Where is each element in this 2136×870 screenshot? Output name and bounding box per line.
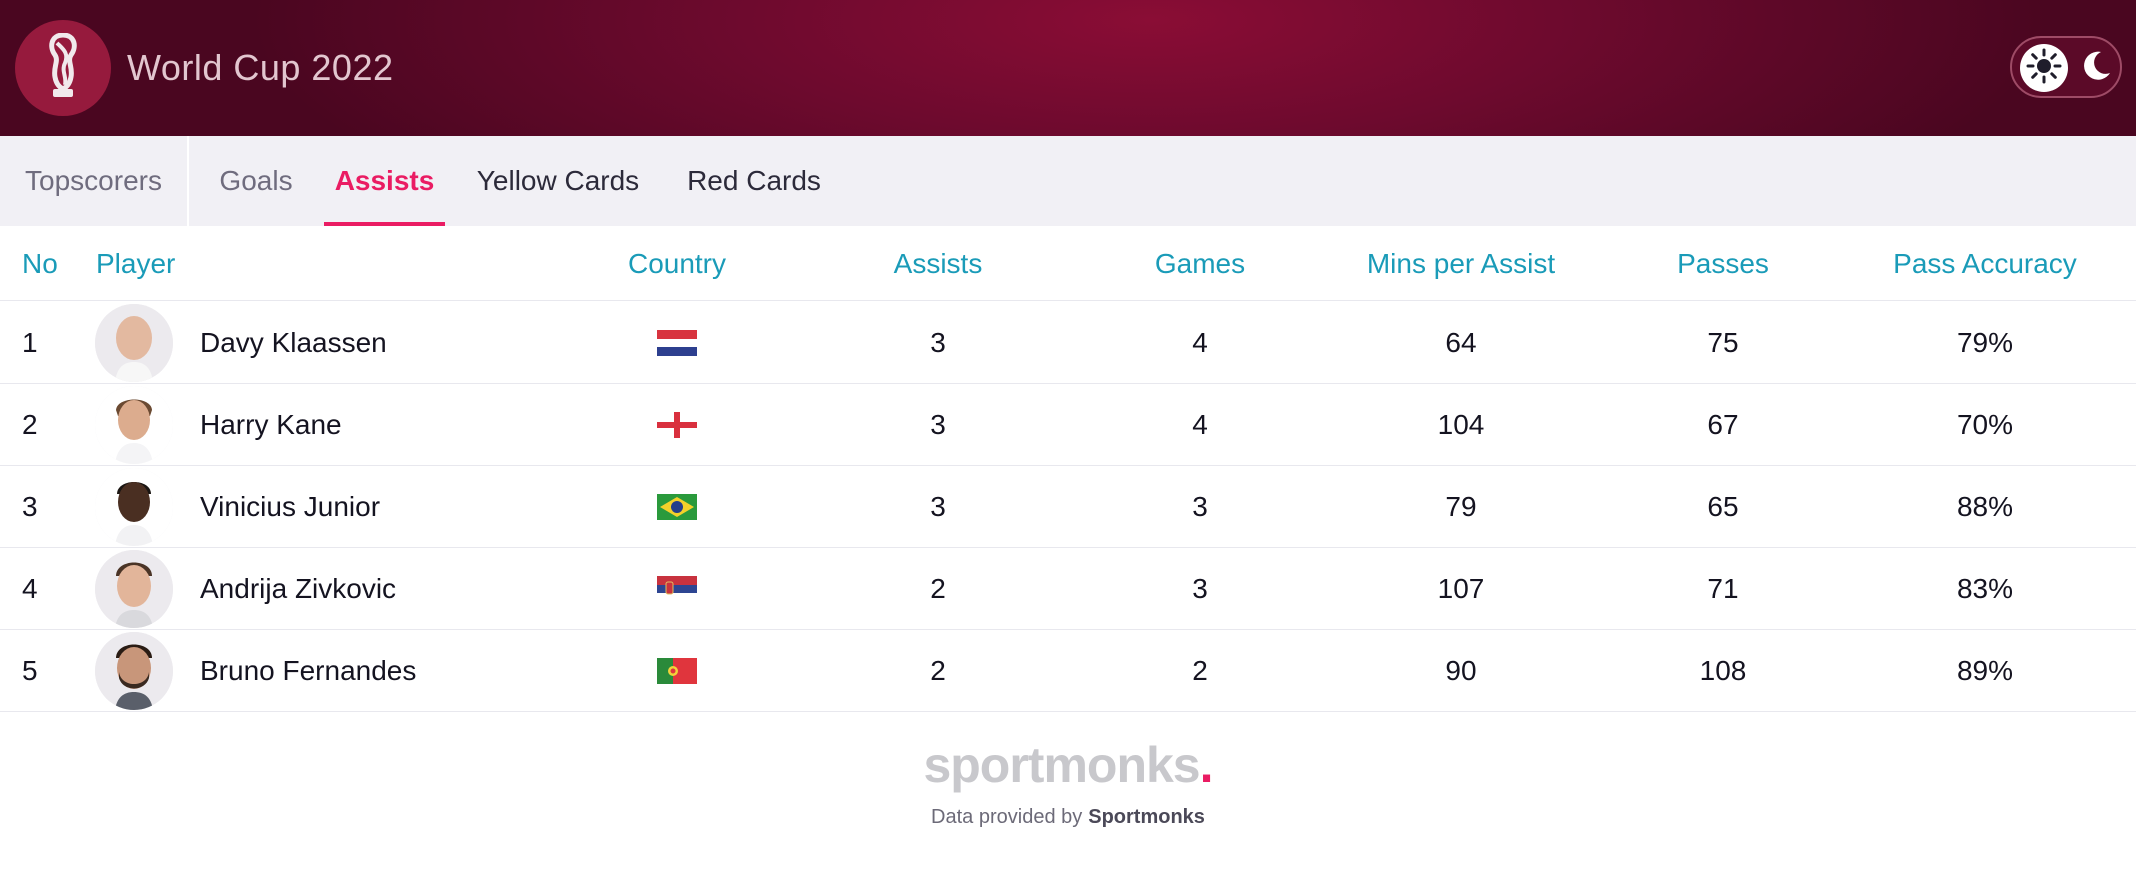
mins-per-assist-cell: 79 — [1445, 491, 1477, 522]
tab-goals[interactable]: Goals — [219, 165, 293, 196]
app-header: World Cup 2022 — [0, 0, 2136, 136]
player-avatar — [95, 468, 173, 546]
pass-accuracy-cell: 83% — [1956, 573, 2014, 604]
data-credit-brand[interactable]: Sportmonks — [1088, 805, 1205, 828]
world-cup-trophy-icon — [43, 31, 83, 104]
games-cell: 3 — [1192, 573, 1208, 604]
column-header-passes: Passes — [1677, 247, 1769, 279]
player-name[interactable]: Vinicius Junior — [200, 491, 381, 522]
passes-cell: 65 — [1707, 491, 1739, 522]
games-cell: 3 — [1192, 491, 1208, 522]
assists-cell: 3 — [930, 327, 946, 358]
column-header-country: Country — [627, 247, 727, 279]
rank-cell: 4 — [22, 573, 38, 604]
player-avatar — [95, 386, 173, 464]
games-cell: 4 — [1192, 327, 1208, 358]
tab-yellow-cards[interactable]: Yellow Cards — [476, 165, 640, 196]
passes-cell: 108 — [1699, 655, 1747, 686]
dark-mode-button[interactable] — [2074, 46, 2118, 90]
column-header-pass-accuracy: Pass Accuracy — [1893, 247, 2077, 279]
passes-cell: 75 — [1707, 327, 1739, 358]
pass-accuracy-cell: 88% — [1956, 491, 2014, 522]
theme-toggle[interactable] — [2010, 36, 2122, 98]
sportmonks-logo-text: sportmonks — [923, 737, 1200, 793]
rank-cell: 1 — [22, 327, 38, 358]
player-name[interactable]: Davy Klaassen — [200, 327, 387, 358]
pass-accuracy-cell: 70% — [1956, 409, 2014, 440]
portugal-flag — [657, 658, 697, 684]
tab-assists[interactable]: Assists — [324, 136, 445, 226]
passes-cell: 67 — [1707, 409, 1739, 440]
table-row[interactable]: 4 Andrija Zivkovic 2 3 107 71 83% — [0, 548, 2136, 630]
assists-cell: 3 — [930, 491, 946, 522]
app-title: World Cup 2022 — [127, 47, 394, 88]
data-credit: Data provided by Sportmonks — [800, 802, 1336, 832]
table-row[interactable]: 3 Vinicius Junior 3 3 79 65 88% — [0, 466, 2136, 548]
sun-icon — [2026, 48, 2062, 89]
mins-per-assist-cell: 90 — [1445, 655, 1477, 686]
pass-accuracy-cell: 79% — [1956, 327, 2014, 358]
table-row[interactable]: 5 Bruno Fernandes 2 2 90 108 89% — [0, 630, 2136, 712]
passes-cell: 71 — [1707, 573, 1739, 604]
moon-icon — [2079, 49, 2113, 88]
player-avatar — [95, 304, 173, 382]
logo[interactable] — [15, 20, 111, 116]
rank-cell: 5 — [22, 655, 38, 686]
tab-red-cards[interactable]: Red Cards — [687, 165, 821, 196]
sportmonks-logo[interactable]: sportmonks. — [900, 737, 1236, 793]
assists-cell: 2 — [930, 655, 946, 686]
table-header: No Player Country Assists Games Mins per… — [0, 226, 2136, 301]
data-credit-prefix: Data provided by — [931, 805, 1083, 828]
player-avatar — [95, 632, 173, 710]
column-header-assists: Assists — [893, 247, 983, 279]
pass-accuracy-cell: 89% — [1956, 655, 2014, 686]
assists-cell: 3 — [930, 409, 946, 440]
column-header-player: Player — [96, 247, 176, 279]
player-avatar — [95, 550, 173, 628]
netherlands-flag — [657, 330, 697, 356]
column-header-mins-per-assist: Mins per Assist — [1366, 247, 1556, 279]
table-row[interactable]: 1 Davy Klaassen 3 4 64 75 79% — [0, 302, 2136, 384]
column-header-no: No — [22, 247, 58, 279]
mins-per-assist-cell: 64 — [1445, 327, 1477, 358]
games-cell: 4 — [1192, 409, 1208, 440]
tab-divider — [187, 136, 189, 226]
stats-tabs: Topscorers Goals Assists Yellow Cards Re… — [0, 136, 2136, 226]
light-mode-button[interactable] — [2020, 44, 2068, 92]
rank-cell: 2 — [22, 409, 38, 440]
player-name[interactable]: Bruno Fernandes — [200, 655, 417, 686]
player-name[interactable]: Harry Kane — [200, 409, 342, 440]
mins-per-assist-cell: 107 — [1437, 573, 1485, 604]
column-header-games: Games — [1154, 247, 1246, 279]
games-cell: 2 — [1192, 655, 1208, 686]
mins-per-assist-cell: 104 — [1437, 409, 1485, 440]
rank-cell: 3 — [22, 491, 38, 522]
table-row[interactable]: 2 Harry Kane 3 4 104 67 70% — [0, 384, 2136, 466]
england-flag — [657, 412, 697, 438]
tab-topscorers[interactable]: Topscorers — [25, 165, 162, 196]
sportmonks-logo-dot: . — [1199, 737, 1214, 793]
player-name[interactable]: Andrija Zivkovic — [200, 573, 397, 604]
serbia-flag — [657, 576, 697, 602]
assists-cell: 2 — [930, 573, 946, 604]
brazil-flag — [657, 494, 697, 520]
